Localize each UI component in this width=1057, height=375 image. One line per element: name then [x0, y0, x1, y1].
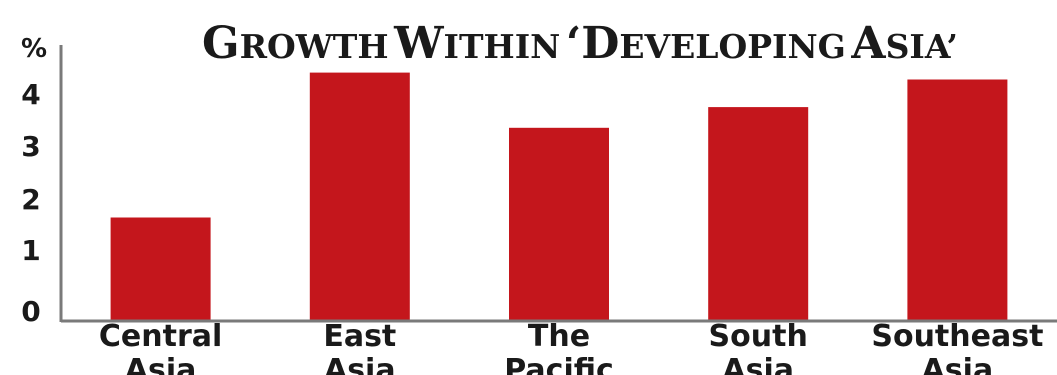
y-tick-label: 1: [21, 234, 40, 267]
y-axis-unit-label: %: [21, 34, 47, 64]
x-category-label: South: [709, 319, 808, 354]
x-category-label: The: [528, 319, 590, 354]
x-category-labels: CentralAsiaEastAsiaThePacificSouthAsiaSo…: [99, 319, 1044, 375]
x-category-label: East: [323, 319, 396, 354]
x-category-label: Asia: [324, 353, 396, 375]
bar: [509, 127, 609, 321]
x-category-label: Asia: [922, 353, 994, 375]
bars-group: [110, 72, 1008, 321]
y-tick-label: 2: [21, 183, 40, 216]
x-category-label: Southeast: [871, 319, 1043, 354]
x-category-label: Central: [99, 319, 222, 354]
bar: [907, 79, 1008, 321]
y-tick-labels: 0 1 2 3 4: [21, 78, 40, 328]
bar: [708, 107, 809, 321]
y-tick-label: 0: [21, 295, 40, 328]
bar: [110, 217, 211, 321]
chart-title: GROWTH WITHIN ‘DEVELOPING ASIA’: [202, 18, 958, 69]
bar: [309, 72, 410, 321]
y-tick-label: 3: [21, 130, 40, 163]
x-category-label: Asia: [722, 353, 794, 375]
x-category-label: Asia: [125, 353, 197, 375]
x-category-label: Pacific: [504, 353, 614, 375]
y-tick-label: 4: [21, 78, 40, 111]
